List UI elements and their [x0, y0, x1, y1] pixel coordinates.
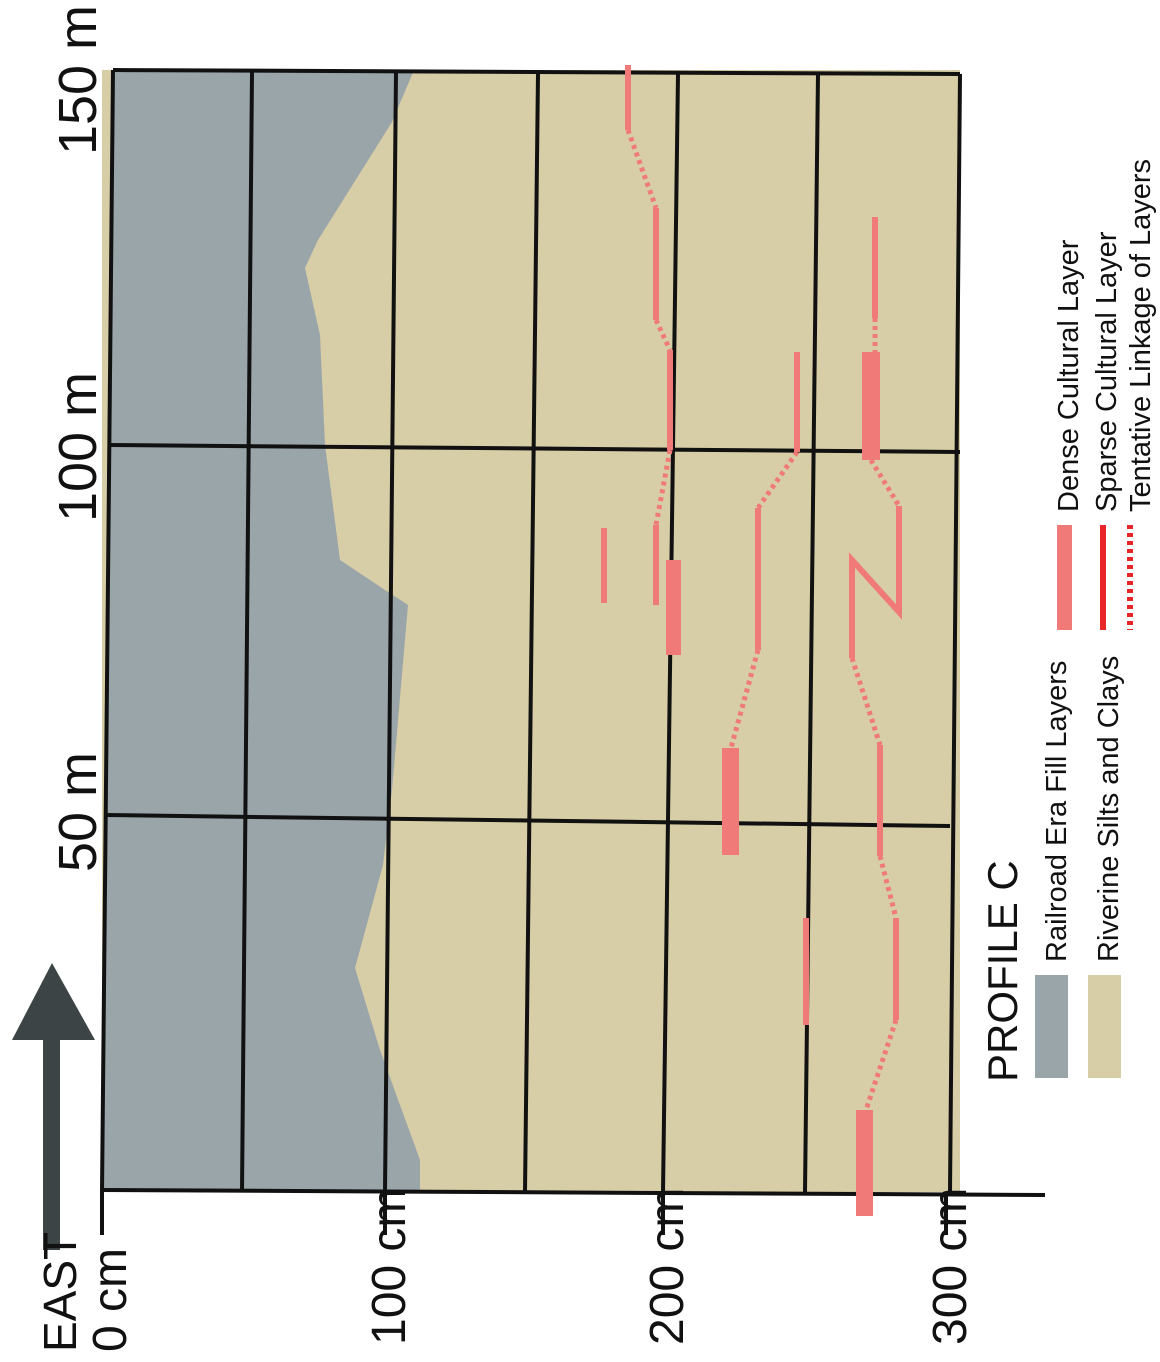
depth-label-100: 100 cm — [363, 1188, 416, 1345]
sparse-layer-segments — [601, 65, 902, 1025]
tentative-link — [728, 649, 761, 749]
legend-label-tentative: Tentative Linkage of Layers — [1125, 159, 1157, 512]
depth-label-300: 300 cm — [924, 1188, 977, 1345]
legend-label-sparse: Sparse Cultural Layer — [1091, 231, 1123, 512]
dense-block — [666, 560, 681, 655]
tentative-link — [755, 450, 800, 510]
depth-labels: 0 cm 100 cm 200 cm 300 cm — [84, 1188, 977, 1352]
tentative-link — [877, 855, 899, 919]
dense-block — [856, 1110, 873, 1216]
distance-labels: 50 m 100 m 150 m — [48, 5, 108, 872]
legend-swatch-fill — [1035, 975, 1068, 1078]
tentative-link — [868, 458, 902, 508]
sparse-segment — [849, 506, 902, 658]
legend-label-dense: Dense Cultural Layer — [1053, 239, 1085, 512]
distance-label-150: 150 m — [48, 5, 108, 155]
dense-block — [722, 748, 739, 855]
dense-layer-blocks — [666, 352, 880, 1216]
cultural-layers — [601, 65, 902, 1216]
legend-label-silts: Riverine Silts and Clays — [1093, 656, 1125, 962]
tentative-link — [653, 318, 673, 352]
legend: Railroad Era Fill Layers Riverine Silts … — [1035, 159, 1157, 1078]
distance-label-100: 100 m — [48, 372, 108, 522]
legend-swatch-dense — [1057, 525, 1072, 630]
depth-ticks — [100, 1192, 948, 1235]
tentative-linkages — [625, 129, 902, 1111]
distance-label-50: 50 m — [48, 752, 108, 872]
profile-title: PROFILE C — [979, 860, 1026, 1082]
fill-layer — [102, 70, 420, 1192]
north-arrow-icon — [12, 963, 95, 1250]
legend-label-fill: Railroad Era Fill Layers — [1041, 661, 1073, 962]
tentative-link — [625, 129, 659, 209]
dense-block — [862, 352, 880, 460]
legend-swatch-silts — [1088, 975, 1121, 1078]
direction-label: EAST — [34, 1232, 86, 1352]
depth-label-200: 200 cm — [641, 1188, 694, 1345]
depth-label-0: 0 cm — [84, 1248, 137, 1352]
